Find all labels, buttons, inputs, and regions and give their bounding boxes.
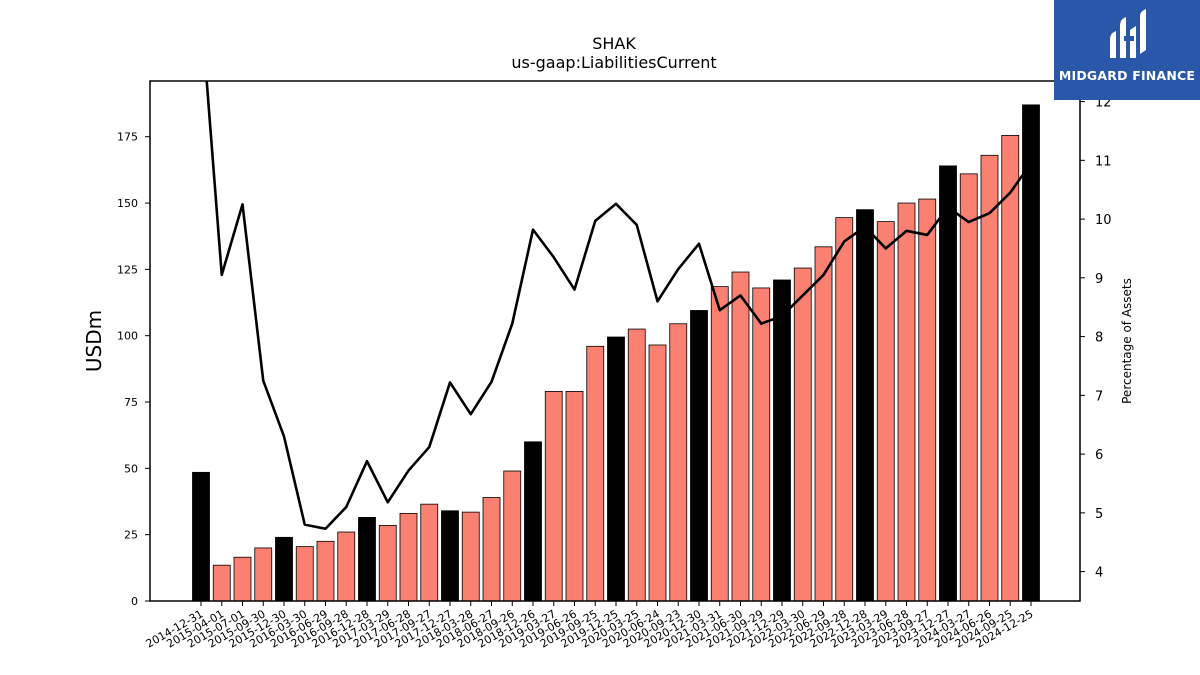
y-tick-label: 100: [117, 330, 138, 343]
logo-text: MIDGARD FINANCE: [1058, 68, 1196, 83]
bar: [544, 391, 563, 602]
y2-tick-label: 9: [1095, 272, 1103, 287]
bar: [731, 271, 750, 602]
y-axis-label: USDm: [82, 310, 106, 372]
bar: [295, 546, 314, 602]
bar: [254, 547, 273, 602]
y2-tick-label: 5: [1095, 507, 1103, 522]
bar: [939, 165, 957, 602]
bar: [669, 323, 688, 602]
plot-frame: [149, 80, 1081, 602]
bar: [399, 513, 418, 602]
bar: [524, 441, 542, 602]
bar: [648, 344, 667, 602]
bar: [607, 336, 625, 602]
y2-tick-label: 7: [1095, 389, 1103, 404]
bar: [503, 470, 522, 602]
bar: [980, 154, 999, 602]
bar: [835, 217, 854, 602]
y-tick-label: 75: [124, 396, 138, 409]
y2-tick-label: 8: [1095, 331, 1103, 346]
y-tick-label: 25: [124, 529, 138, 542]
bar: [690, 310, 708, 602]
bar: [337, 531, 356, 602]
bar: [233, 556, 252, 602]
bar: [814, 246, 833, 602]
y-tick-label: 150: [117, 197, 138, 210]
y-tick-label: 0: [131, 595, 138, 608]
bars-group: [192, 104, 1040, 602]
bar: [482, 497, 501, 602]
y-tick-label: 125: [117, 263, 138, 276]
bar: [441, 510, 459, 602]
bar: [856, 209, 874, 602]
y2-tick-label: 4: [1095, 566, 1103, 581]
bar: [710, 286, 729, 602]
percentage-line: [205, 81, 1033, 531]
bar: [752, 287, 771, 602]
left-axis: 0 25 50 75 100 125 150 175: [117, 131, 150, 608]
bar: [876, 221, 895, 602]
bar: [1022, 104, 1040, 602]
y-tick-label: 175: [117, 131, 138, 144]
y2-tick-label: 10: [1095, 213, 1112, 228]
x-axis: 2014-12-312015-04-012015-07-012015-09-30…: [144, 601, 1036, 651]
logo-mark-icon: [1110, 9, 1146, 58]
bar: [378, 524, 397, 602]
bar: [586, 345, 605, 602]
bar: [565, 391, 584, 602]
bar: [358, 517, 376, 602]
bar: [918, 198, 937, 602]
y-tick-label: 50: [124, 462, 138, 475]
bar: [461, 511, 480, 602]
bar: [420, 503, 439, 602]
bar: [627, 328, 646, 602]
line-group: [205, 81, 1033, 531]
midgard-finance-logo: MIDGARD FINANCE: [1054, 0, 1200, 100]
bar: [1001, 134, 1020, 602]
bar: [316, 540, 335, 602]
bar: [959, 173, 978, 602]
bar: [773, 279, 791, 602]
bar: [897, 202, 916, 602]
bar: [793, 267, 812, 602]
bar: [275, 536, 293, 602]
y2-tick-label: 6: [1095, 448, 1103, 463]
chart-subtitle: us-gaap:LiabilitiesCurrent: [511, 53, 716, 72]
bar: [192, 471, 210, 602]
bar: [212, 564, 231, 602]
y2-tick-label: 11: [1095, 154, 1112, 169]
chart-title: SHAK: [592, 34, 636, 53]
y2-axis-label: Percentage of Assets: [1120, 278, 1134, 404]
